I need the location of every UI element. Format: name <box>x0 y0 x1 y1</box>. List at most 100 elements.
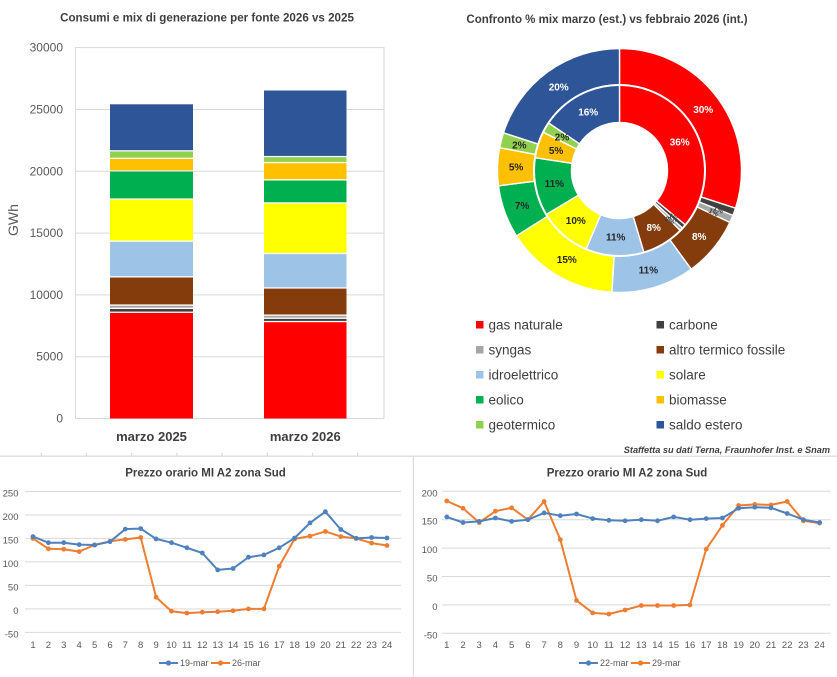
svg-text:gas naturale: gas naturale <box>489 318 563 333</box>
svg-text:14: 14 <box>228 640 239 651</box>
svg-text:13: 13 <box>636 640 647 651</box>
svg-text:10: 10 <box>587 640 598 651</box>
svg-text:24: 24 <box>814 640 825 651</box>
svg-text:11: 11 <box>182 640 192 651</box>
svg-text:5000: 5000 <box>36 350 63 364</box>
svg-text:100: 100 <box>422 545 438 556</box>
svg-text:11%: 11% <box>606 232 626 243</box>
svg-text:100: 100 <box>3 559 19 570</box>
svg-text:9: 9 <box>574 640 579 651</box>
svg-text:3: 3 <box>477 640 482 651</box>
svg-text:20: 20 <box>320 640 331 651</box>
svg-text:2%: 2% <box>512 140 527 151</box>
svg-text:8: 8 <box>558 640 563 651</box>
svg-text:19: 19 <box>733 640 744 651</box>
svg-text:geotermico: geotermico <box>489 418 556 433</box>
svg-text:5: 5 <box>509 640 514 651</box>
svg-text:25000: 25000 <box>30 103 64 117</box>
svg-text:-50: -50 <box>424 630 438 641</box>
svg-text:36%: 36% <box>670 138 690 149</box>
svg-text:2: 2 <box>46 640 51 651</box>
svg-text:12: 12 <box>197 640 208 651</box>
svg-text:200: 200 <box>3 512 19 523</box>
svg-text:GWh: GWh <box>5 204 21 236</box>
svg-text:4: 4 <box>493 640 498 651</box>
svg-text:Confronto % mix marzo (est.) v: Confronto % mix marzo (est.) vs febbraio… <box>466 14 747 26</box>
svg-text:4: 4 <box>77 640 82 651</box>
svg-text:15000: 15000 <box>30 226 64 240</box>
svg-text:7: 7 <box>123 640 128 651</box>
svg-text:20: 20 <box>750 640 761 651</box>
svg-text:Staffetta su dati Terna, Fraun: Staffetta su dati Terna, Fraunhofer Inst… <box>624 445 830 455</box>
svg-text:17: 17 <box>701 640 712 651</box>
svg-text:6: 6 <box>525 640 530 651</box>
svg-text:26-mar: 26-mar <box>232 658 261 668</box>
svg-text:5%: 5% <box>509 163 524 174</box>
svg-text:8%: 8% <box>692 232 707 243</box>
svg-text:20%: 20% <box>549 82 569 93</box>
svg-text:7%: 7% <box>515 201 530 212</box>
svg-text:200: 200 <box>422 488 438 499</box>
svg-text:250: 250 <box>3 489 19 500</box>
svg-text:150: 150 <box>3 535 19 546</box>
svg-text:2: 2 <box>460 640 465 651</box>
svg-text:11%: 11% <box>545 179 565 190</box>
svg-text:150: 150 <box>422 517 438 528</box>
svg-text:8%: 8% <box>646 223 661 234</box>
svg-text:21: 21 <box>766 640 777 651</box>
svg-text:15: 15 <box>243 640 254 651</box>
svg-text:1%: 1% <box>707 208 720 219</box>
svg-text:19: 19 <box>305 640 316 651</box>
svg-text:12: 12 <box>620 640 631 651</box>
svg-text:carbone: carbone <box>669 318 718 333</box>
svg-text:5%: 5% <box>549 146 564 157</box>
svg-text:7: 7 <box>541 640 546 651</box>
svg-text:altro termico fossile: altro termico fossile <box>669 343 785 358</box>
svg-text:17: 17 <box>274 640 285 651</box>
svg-text:0: 0 <box>56 412 63 426</box>
svg-text:11: 11 <box>604 640 614 651</box>
svg-text:0: 0 <box>13 606 18 617</box>
svg-text:6: 6 <box>107 640 112 651</box>
svg-text:15: 15 <box>668 640 679 651</box>
svg-text:50: 50 <box>8 582 19 593</box>
svg-text:marzo 2025: marzo 2025 <box>116 429 187 444</box>
svg-text:-50: -50 <box>5 629 19 640</box>
svg-text:10%: 10% <box>566 216 586 227</box>
svg-text:saldo estero: saldo estero <box>669 418 743 433</box>
svg-text:20000: 20000 <box>30 164 64 178</box>
svg-text:24: 24 <box>382 640 393 651</box>
svg-text:13: 13 <box>212 640 223 651</box>
svg-text:0: 0 <box>432 602 437 613</box>
svg-text:5: 5 <box>92 640 97 651</box>
svg-text:21: 21 <box>336 640 347 651</box>
svg-text:16%: 16% <box>578 107 598 118</box>
svg-text:22-mar: 22-mar <box>600 658 629 668</box>
svg-text:30000: 30000 <box>30 41 64 55</box>
svg-text:Consumi e mix di generazione p: Consumi e mix di generazione per fonte 2… <box>60 12 354 25</box>
svg-text:1%: 1% <box>667 213 680 225</box>
svg-text:9: 9 <box>153 640 158 651</box>
svg-text:14: 14 <box>652 640 663 651</box>
svg-text:Prezzo orario MI A2 zona Sud: Prezzo orario MI A2 zona Sud <box>125 468 286 480</box>
svg-text:22: 22 <box>351 640 362 651</box>
svg-text:Prezzo orario MI A2 zona Sud: Prezzo orario MI A2 zona Sud <box>547 468 708 480</box>
svg-text:10: 10 <box>166 640 177 651</box>
svg-text:29-mar: 29-mar <box>652 658 681 668</box>
svg-text:15%: 15% <box>557 255 577 266</box>
svg-text:19-mar: 19-mar <box>180 658 209 668</box>
svg-text:biomasse: biomasse <box>669 393 727 408</box>
svg-text:30%: 30% <box>693 105 713 116</box>
svg-text:2%: 2% <box>555 133 570 144</box>
svg-text:50: 50 <box>427 574 438 585</box>
svg-text:marzo 2026: marzo 2026 <box>270 429 341 444</box>
svg-text:16: 16 <box>685 640 696 651</box>
svg-text:10000: 10000 <box>30 288 64 302</box>
svg-text:3: 3 <box>61 640 66 651</box>
svg-text:solare: solare <box>669 368 706 383</box>
svg-text:11%: 11% <box>639 265 659 276</box>
svg-text:1: 1 <box>444 640 449 651</box>
svg-text:8: 8 <box>138 640 143 651</box>
svg-text:syngas: syngas <box>489 343 532 358</box>
svg-text:1%: 1% <box>712 205 725 216</box>
